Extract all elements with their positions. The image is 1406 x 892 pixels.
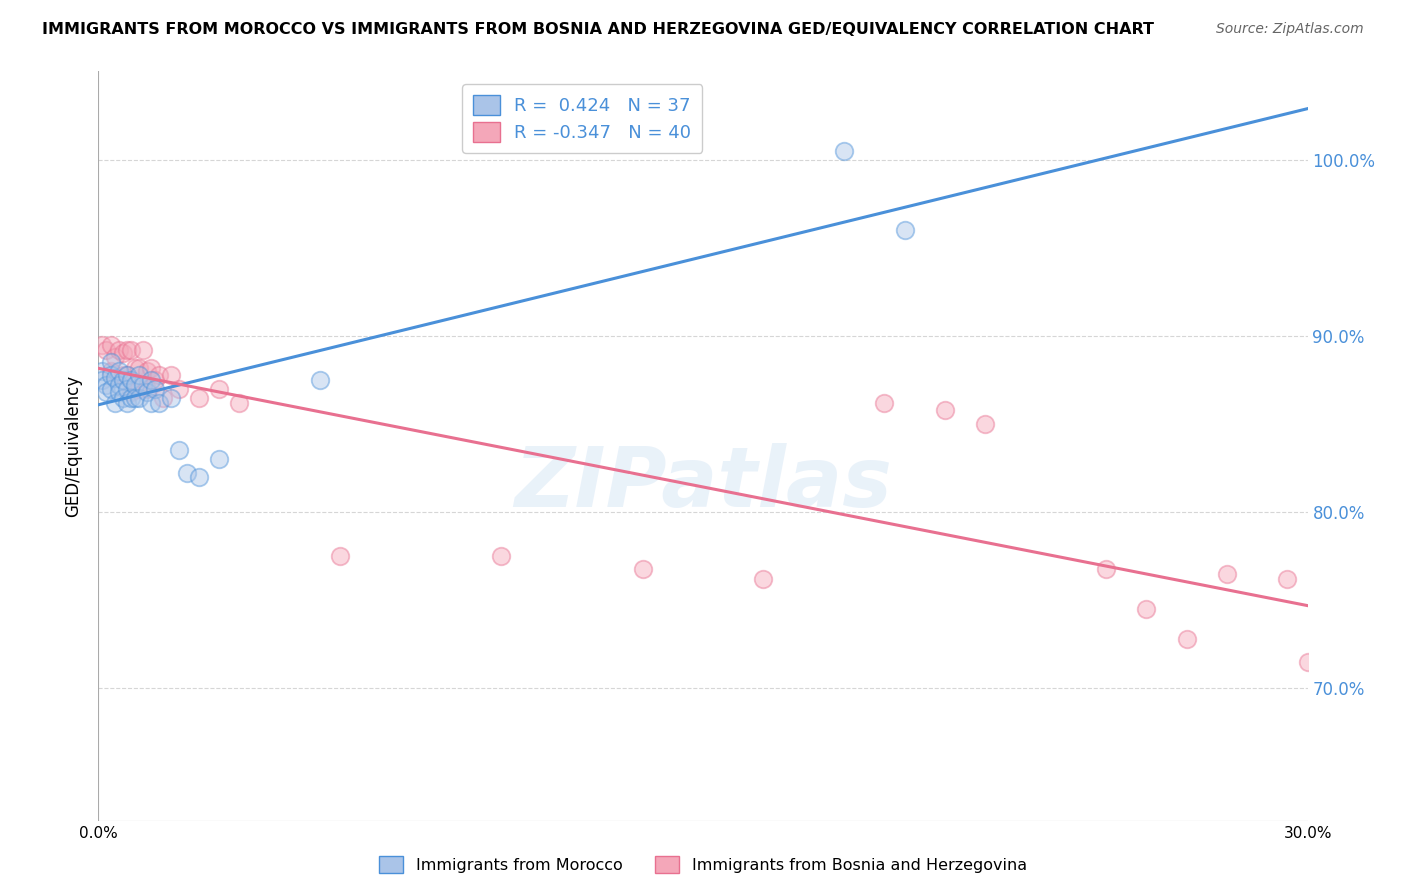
Point (96, 378, 118, 392)
Point (120, 343, 142, 357)
Point (124, 378, 146, 392)
Point (139, 360, 162, 375)
Point (188, 470, 211, 484)
Point (1135, 602, 1157, 616)
Point (100, 364, 122, 378)
Point (329, 549, 352, 564)
Point (132, 378, 155, 392)
Point (1277, 572, 1299, 586)
Text: Source: ZipAtlas.com: Source: ZipAtlas.com (1216, 22, 1364, 37)
Point (124, 391, 146, 405)
Point (309, 373, 332, 387)
Point (160, 368, 183, 382)
Point (143, 373, 166, 387)
Point (1216, 566, 1239, 581)
Point (752, 572, 775, 586)
Point (100, 337, 122, 351)
Point (120, 391, 142, 405)
Point (115, 343, 138, 357)
Point (103, 396, 125, 410)
Point (103, 350, 125, 364)
Point (208, 452, 231, 467)
Point (111, 346, 134, 360)
Point (111, 391, 134, 405)
Point (139, 373, 162, 387)
Point (120, 385, 142, 400)
Point (111, 368, 134, 382)
Point (1095, 561, 1118, 575)
Point (188, 391, 211, 405)
Point (491, 549, 513, 564)
Point (208, 382, 231, 396)
Point (873, 396, 896, 410)
Point (135, 382, 157, 396)
Point (132, 343, 155, 357)
Point (167, 382, 190, 396)
Point (100, 382, 122, 396)
Point (100, 368, 122, 382)
Point (91, 373, 114, 387)
Point (115, 368, 138, 382)
Point (1175, 632, 1198, 646)
Y-axis label: GED/Equivalency: GED/Equivalency (65, 375, 83, 517)
Point (107, 343, 129, 357)
Point (100, 355, 122, 369)
Point (91, 337, 114, 351)
Point (103, 371, 125, 385)
Point (974, 417, 997, 431)
Legend: R =  0.424   N = 37, R = -0.347   N = 40: R = 0.424 N = 37, R = -0.347 N = 40 (463, 84, 702, 153)
Point (128, 391, 150, 405)
Point (143, 382, 166, 396)
Point (152, 391, 174, 405)
Point (176, 467, 198, 481)
Point (631, 561, 654, 575)
Legend: Immigrants from Morocco, Immigrants from Bosnia and Herzegovina: Immigrants from Morocco, Immigrants from… (373, 849, 1033, 880)
Point (160, 391, 183, 405)
Text: IMMIGRANTS FROM MOROCCO VS IMMIGRANTS FROM BOSNIA AND HERZEGOVINA GED/EQUIVALENC: IMMIGRANTS FROM MOROCCO VS IMMIGRANTS FR… (42, 22, 1154, 37)
Point (128, 368, 150, 382)
Point (107, 385, 129, 400)
Point (934, 402, 956, 417)
Point (1296, 655, 1319, 669)
Point (96, 385, 118, 400)
Point (148, 368, 170, 382)
Point (107, 364, 129, 378)
Point (120, 373, 142, 387)
Point (832, 144, 855, 158)
Point (91, 364, 114, 378)
Point (128, 360, 150, 375)
Point (115, 368, 138, 382)
Point (111, 373, 134, 387)
Point (139, 396, 162, 410)
Point (107, 378, 129, 392)
Point (135, 364, 157, 378)
Point (128, 382, 150, 396)
Point (135, 385, 157, 400)
Text: ZIPatlas: ZIPatlas (515, 443, 891, 524)
Point (893, 223, 915, 237)
Point (228, 396, 250, 410)
Point (115, 396, 138, 410)
Point (115, 382, 138, 396)
Point (167, 443, 190, 458)
Point (124, 360, 146, 375)
Point (148, 396, 170, 410)
Point (96, 343, 118, 357)
